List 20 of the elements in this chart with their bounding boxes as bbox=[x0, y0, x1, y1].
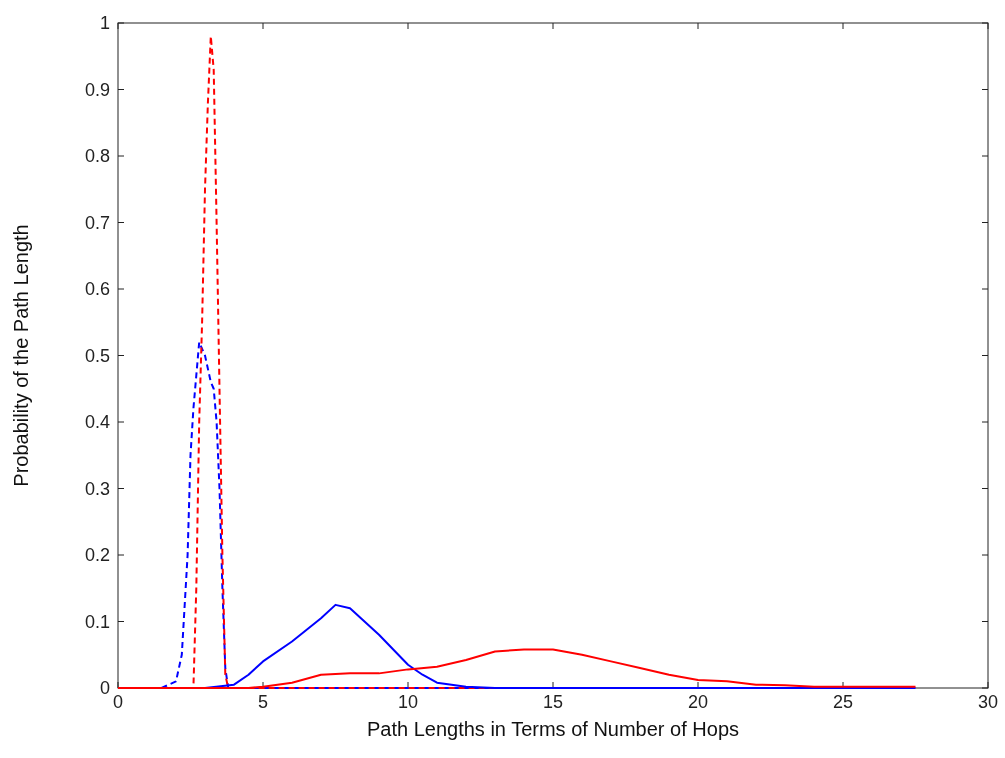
y-tick-label: 0 bbox=[99, 678, 110, 698]
x-tick-label: 30 bbox=[977, 692, 999, 712]
y-tick-label: 0.3 bbox=[84, 478, 110, 499]
y-tick-label: 0.7 bbox=[84, 212, 110, 233]
x-tick-label: 10 bbox=[397, 692, 419, 712]
y-tick-label: 0.8 bbox=[84, 146, 110, 166]
x-axis-title: Path Lengths in Terms of Number of Hops bbox=[366, 718, 740, 740]
y-tick-label: 0.4 bbox=[84, 412, 110, 432]
x-tick-label: 5 bbox=[257, 692, 269, 712]
y-tick-label: 0.1 bbox=[84, 611, 110, 632]
y-axis-title: Probability of the Path Length bbox=[10, 224, 32, 487]
x-tick-label: 25 bbox=[832, 692, 854, 712]
y-tick-label: 0.6 bbox=[84, 279, 110, 299]
x-tick-label: 20 bbox=[687, 692, 709, 712]
x-tick-label: 15 bbox=[542, 692, 564, 712]
y-tick-label: 1 bbox=[99, 13, 110, 33]
y-tick-label: 0.9 bbox=[84, 79, 110, 100]
y-tick-label: 0.2 bbox=[84, 545, 110, 565]
y-tick-label: 0.5 bbox=[84, 345, 110, 366]
x-tick-label: 0 bbox=[112, 692, 124, 712]
